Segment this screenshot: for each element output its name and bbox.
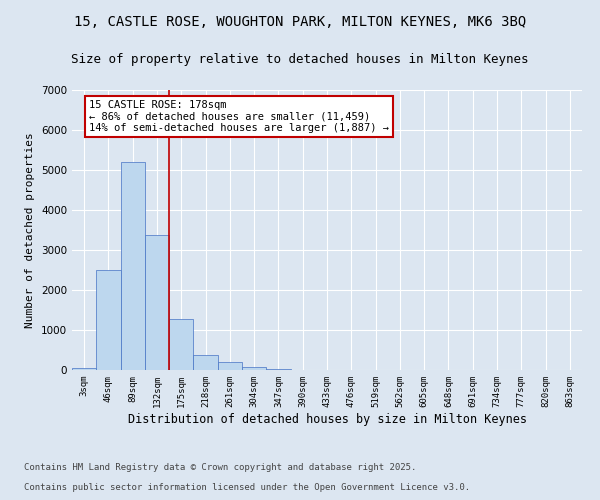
Text: 15 CASTLE ROSE: 178sqm
← 86% of detached houses are smaller (11,459)
14% of semi: 15 CASTLE ROSE: 178sqm ← 86% of detached…	[89, 100, 389, 133]
Bar	[72, 368, 96, 370]
Text: 15, CASTLE ROSE, WOUGHTON PARK, MILTON KEYNES, MK6 3BQ: 15, CASTLE ROSE, WOUGHTON PARK, MILTON K…	[74, 15, 526, 29]
Bar	[96, 270, 121, 370]
Text: Size of property relative to detached houses in Milton Keynes: Size of property relative to detached ho…	[71, 52, 529, 66]
Bar	[242, 367, 266, 370]
Bar	[193, 355, 218, 370]
Bar	[266, 369, 290, 370]
Y-axis label: Number of detached properties: Number of detached properties	[25, 132, 35, 328]
Bar	[218, 362, 242, 370]
Bar	[169, 319, 193, 370]
Text: Contains HM Land Registry data © Crown copyright and database right 2025.: Contains HM Land Registry data © Crown c…	[24, 464, 416, 472]
Bar	[145, 235, 169, 370]
Text: Contains public sector information licensed under the Open Government Licence v3: Contains public sector information licen…	[24, 484, 470, 492]
Bar	[121, 162, 145, 370]
X-axis label: Distribution of detached houses by size in Milton Keynes: Distribution of detached houses by size …	[128, 412, 527, 426]
